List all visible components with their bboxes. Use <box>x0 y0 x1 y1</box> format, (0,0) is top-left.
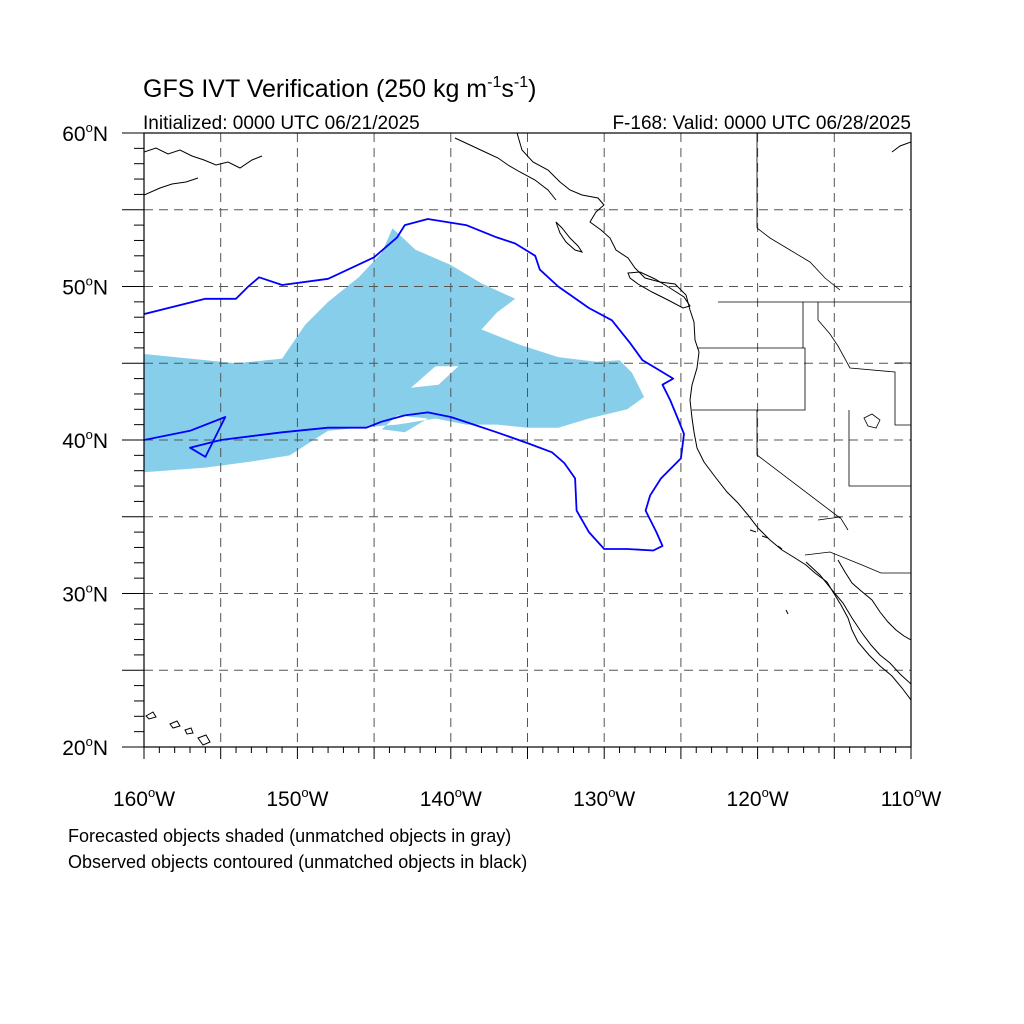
border-alaska-canada <box>756 133 841 291</box>
observed-object-contour <box>144 218 685 552</box>
coastlines-and-borders <box>144 133 911 746</box>
lon-tick-label: 120oW <box>727 785 789 811</box>
lat-tick-label: 30oN <box>62 581 108 607</box>
lat-tick-label: 50oN <box>62 274 108 300</box>
map-plot-area <box>144 133 911 747</box>
footnote-observed: Observed objects contoured (unmatched ob… <box>68 852 528 872</box>
coastline-alaska-panhandle <box>454 137 557 201</box>
lon-tick-label: 150oW <box>266 785 328 811</box>
coastline-haida-gwaii <box>555 221 584 253</box>
coastline-alaska-peninsula <box>144 147 263 196</box>
border-us-states <box>692 302 911 574</box>
coastline-baja-california <box>805 561 911 685</box>
coastline-channel-islands <box>749 529 789 615</box>
lake-great-salt-lake <box>863 413 881 429</box>
lat-tick-label: 40oN <box>62 427 108 453</box>
lon-tick-label: 110oW <box>881 785 942 811</box>
axis-ticks <box>122 132 912 759</box>
lon-tick-label: 160oW <box>113 785 175 811</box>
coastline-gulf-of-california <box>837 559 911 641</box>
init-time-label: Initialized: 0000 UTC 06/21/2025 <box>143 113 420 134</box>
forecast-object-layer <box>144 228 645 473</box>
coastline-hawaii <box>145 711 211 746</box>
lon-tick-label: 130oW <box>573 785 635 811</box>
axis-labels: 160oW 150oW 140oW 130oW 120oW 110oW 20oN 30oN 40… <box>62 120 941 811</box>
coastline-vancouver-island <box>627 271 691 309</box>
figure-title: GFS IVT Verification (250 kg m-1s-1) <box>143 74 536 103</box>
footnote-forecast: Forecasted objects shaded (unmatched obj… <box>68 826 512 846</box>
valid-time-label: F-168: Valid: 0000 UTC 06/28/2025 <box>612 113 911 134</box>
lat-tick-label: 60oN <box>62 120 108 146</box>
coastline-alaska-north <box>891 141 911 153</box>
forecast-object-shading <box>144 228 645 473</box>
observed-object-layer <box>144 218 685 552</box>
lon-tick-label: 140oW <box>420 785 482 811</box>
coastline-north-america <box>516 133 911 701</box>
lat-tick-label: 20oN <box>62 734 108 760</box>
